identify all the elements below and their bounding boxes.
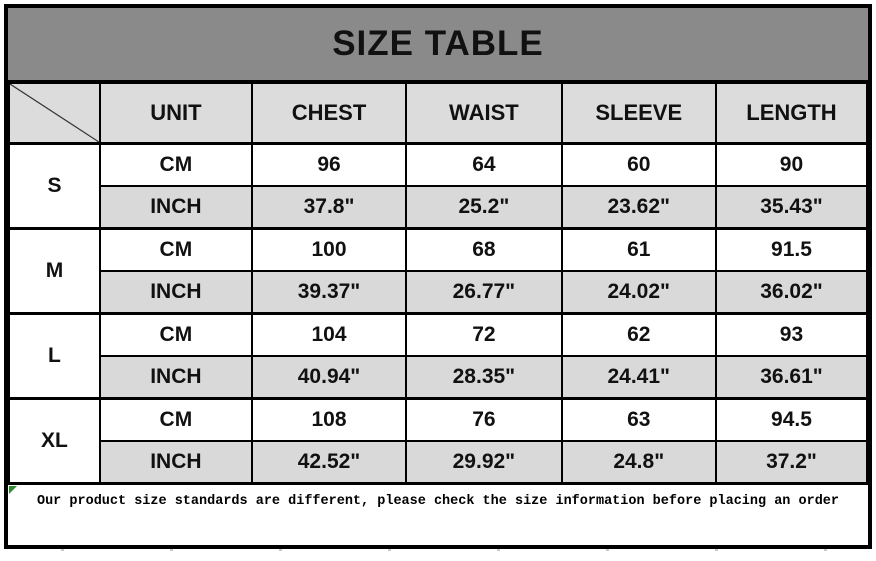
diagonal-line-icon	[10, 84, 99, 142]
m-waist-inch: 26.77"	[405, 270, 563, 315]
xl-chest-cm: 108	[250, 397, 408, 442]
table-row: L CM 104 72 62 93	[8, 312, 869, 400]
size-table-frame: SIZE TABLE UNIT CHEST WAIST SLEEVE	[4, 4, 872, 549]
page-title: SIZE TABLE	[8, 8, 868, 82]
column-header-length: LENGTH	[714, 82, 869, 145]
m-sleeve-cm: 61	[560, 227, 717, 272]
unit-label-cm: CM	[98, 312, 253, 357]
xl-length-inch: 37.2"	[714, 440, 869, 484]
unit-label-cm: CM	[98, 227, 253, 272]
header-row: UNIT CHEST WAIST SLEEVE LENGTH	[8, 82, 869, 145]
l-length-cm: 93	[714, 312, 869, 357]
xl-sleeve-cm: 63	[560, 397, 717, 442]
column-header-unit: UNIT	[98, 82, 253, 145]
s-chest-cm: 96	[250, 142, 408, 187]
column-header-sleeve: SLEEVE	[560, 82, 717, 145]
l-chest-inch: 40.94"	[250, 355, 408, 400]
footer-note: Our product size standards are different…	[36, 494, 840, 509]
s-sleeve-inch: 23.62"	[560, 185, 717, 230]
unit-label-cm: CM	[98, 142, 253, 187]
s-length-cm: 90	[714, 142, 869, 187]
m-chest-inch: 39.37"	[250, 270, 408, 315]
l-waist-inch: 28.35"	[405, 355, 563, 400]
footer-note-box: Our product size standards are different…	[8, 484, 868, 545]
corner-flag-icon	[9, 486, 17, 494]
table-row: INCH 42.52" 29.92" 24.8" 37.2"	[9, 440, 869, 484]
table-row: INCH 39.37" 26.77" 24.02" 36.02"	[9, 270, 869, 315]
size-table: UNIT CHEST WAIST SLEEVE LENGTH S CM 96 6…	[8, 82, 869, 484]
m-length-inch: 36.02"	[714, 270, 869, 315]
xl-chest-inch: 42.52"	[250, 440, 408, 484]
unit-label-inch: INCH	[98, 185, 253, 230]
column-header-chest: CHEST	[250, 82, 408, 145]
unit-label-cm: CM	[98, 397, 253, 442]
s-waist-cm: 64	[405, 142, 563, 187]
column-header-waist: WAIST	[405, 82, 563, 145]
s-chest-inch: 37.8"	[250, 185, 408, 230]
m-length-cm: 91.5	[714, 227, 869, 272]
xl-waist-inch: 29.92"	[405, 440, 563, 484]
l-sleeve-inch: 24.41"	[560, 355, 717, 400]
table-row: INCH 37.8" 25.2" 23.62" 35.43"	[9, 185, 869, 230]
size-label-s: S	[8, 142, 101, 230]
unit-label-inch: INCH	[98, 270, 253, 315]
l-sleeve-cm: 62	[560, 312, 717, 357]
s-waist-inch: 25.2"	[405, 185, 563, 230]
unit-label-inch: INCH	[98, 440, 253, 484]
table-row: INCH 40.94" 28.35" 24.41" 36.61"	[9, 355, 869, 400]
m-sleeve-inch: 24.02"	[560, 270, 717, 315]
m-waist-cm: 68	[405, 227, 563, 272]
l-chest-cm: 104	[250, 312, 408, 357]
xl-waist-cm: 76	[405, 397, 563, 442]
xl-sleeve-inch: 24.8"	[560, 440, 717, 484]
s-sleeve-cm: 60	[560, 142, 717, 187]
size-label-xl: XL	[8, 397, 101, 484]
diagonal-blank-cell	[8, 82, 101, 145]
xl-length-cm: 94.5	[714, 397, 869, 442]
size-label-m: M	[8, 227, 101, 315]
s-length-inch: 35.43"	[714, 185, 869, 230]
l-waist-cm: 72	[405, 312, 563, 357]
m-chest-cm: 100	[250, 227, 408, 272]
unit-label-inch: INCH	[98, 355, 253, 400]
table-row: M CM 100 68 61 91.5	[8, 227, 869, 315]
table-row: S CM 96 64 60 90	[8, 142, 869, 230]
cropped-edge-artifact	[4, 549, 872, 555]
size-label-l: L	[8, 312, 101, 400]
l-length-inch: 36.61"	[714, 355, 869, 400]
table-row: XL CM 108 76 63 94.5	[8, 397, 869, 484]
